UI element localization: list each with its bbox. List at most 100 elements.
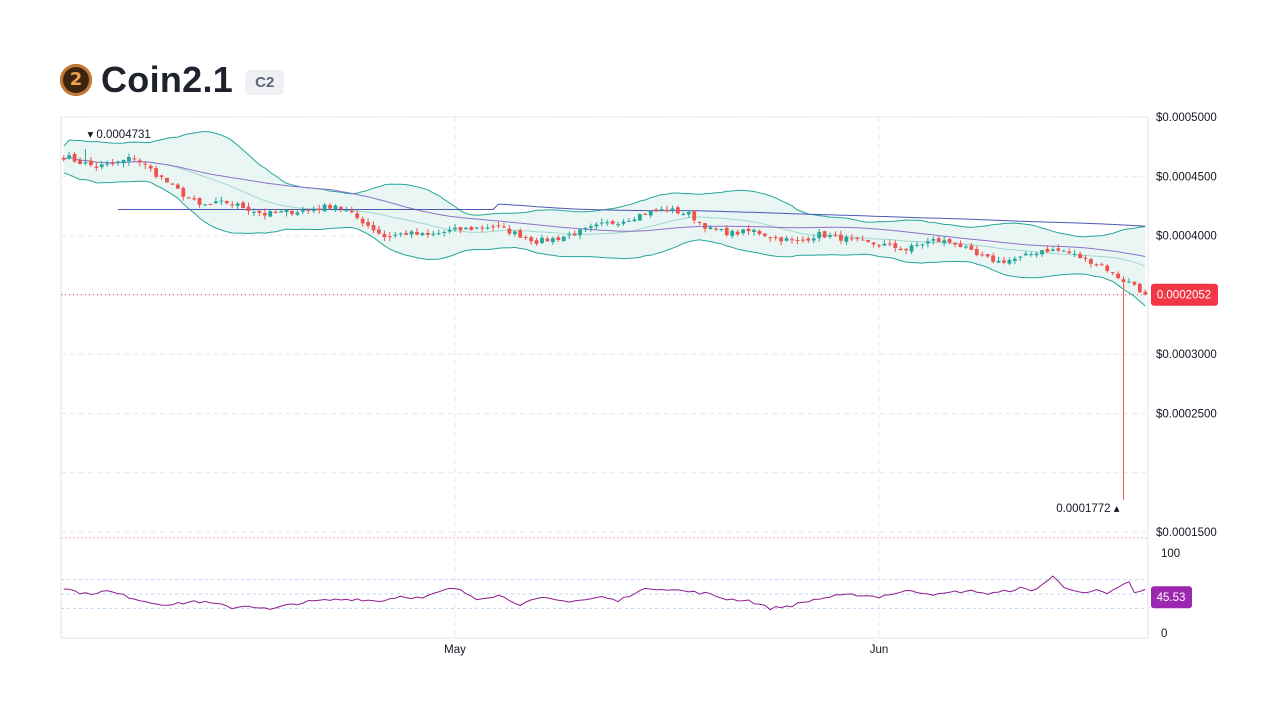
candle-body bbox=[1127, 281, 1131, 283]
candle-body bbox=[800, 239, 805, 241]
candle-body bbox=[192, 198, 197, 200]
candle-body bbox=[974, 248, 979, 256]
candle-body bbox=[349, 210, 354, 213]
candle-body bbox=[1018, 256, 1023, 258]
candle-body bbox=[871, 242, 876, 245]
price-axis-tick: $0.0003000 bbox=[1156, 349, 1217, 361]
candle-body bbox=[540, 237, 544, 244]
candle-body bbox=[773, 236, 778, 238]
candle-body bbox=[257, 210, 262, 213]
last-price-tag bbox=[1151, 283, 1218, 306]
candle-body bbox=[1034, 253, 1039, 256]
candle-body bbox=[127, 157, 131, 162]
candle-body bbox=[273, 211, 278, 213]
candle-body bbox=[915, 244, 919, 246]
moving-average-fast bbox=[63, 156, 1146, 257]
candle-body bbox=[464, 227, 468, 230]
candle-body bbox=[768, 237, 773, 239]
candle-body bbox=[697, 221, 702, 223]
candle-body bbox=[637, 214, 642, 221]
candle-body bbox=[605, 222, 610, 224]
price-axis-tick: $0.0002500 bbox=[1156, 408, 1217, 420]
candle-body bbox=[1056, 248, 1061, 251]
candle-body bbox=[203, 204, 207, 206]
candle-body bbox=[599, 222, 604, 224]
candle-body bbox=[235, 203, 240, 206]
candle-body bbox=[311, 209, 316, 211]
candle-body bbox=[964, 246, 968, 248]
candle-body bbox=[469, 226, 474, 230]
price-axis-tick: $0.0005000 bbox=[1156, 112, 1217, 124]
candle-body bbox=[659, 209, 664, 211]
candle-body bbox=[1132, 281, 1137, 285]
candle-body bbox=[752, 229, 756, 232]
candle-body bbox=[757, 230, 762, 234]
candle-body bbox=[371, 224, 376, 231]
candle-body bbox=[1061, 250, 1066, 252]
candle-body bbox=[621, 221, 626, 224]
candle-body bbox=[132, 158, 137, 160]
candle-body bbox=[556, 237, 561, 240]
candle-body bbox=[295, 212, 300, 215]
candle-body bbox=[219, 200, 224, 202]
candle-body bbox=[387, 236, 392, 238]
price-axis-tick: $0.0004500 bbox=[1156, 171, 1217, 183]
candle-body bbox=[828, 235, 832, 237]
candle-body bbox=[578, 229, 582, 236]
candle-body bbox=[154, 168, 159, 177]
candle-body bbox=[507, 228, 512, 234]
candle-body bbox=[78, 160, 82, 164]
candle-body bbox=[719, 229, 724, 231]
candle-body bbox=[969, 245, 974, 250]
candle-body bbox=[654, 209, 659, 212]
candle-body bbox=[1040, 250, 1044, 255]
candle-body bbox=[83, 162, 88, 164]
candle-body bbox=[502, 226, 506, 228]
time-axis-label: Jun bbox=[870, 644, 889, 656]
bollinger-fill bbox=[63, 131, 1146, 306]
candle-body bbox=[849, 238, 854, 240]
candle-body bbox=[67, 155, 72, 159]
candle-body bbox=[811, 238, 816, 241]
candle-body bbox=[817, 232, 822, 239]
candle-body bbox=[844, 236, 849, 242]
candle-body bbox=[306, 209, 311, 211]
candle-body bbox=[241, 202, 245, 209]
candle-body bbox=[1072, 253, 1077, 255]
candle-body bbox=[980, 254, 985, 256]
candle-body bbox=[170, 183, 175, 185]
rsi-value: 45.53 bbox=[1157, 592, 1186, 604]
candle-body bbox=[474, 227, 479, 229]
candle-body bbox=[877, 245, 881, 247]
candle-body bbox=[377, 229, 381, 234]
candle-body bbox=[632, 219, 637, 222]
candle-body bbox=[904, 248, 909, 251]
rsi-axis-tick-0: 0 bbox=[1161, 628, 1167, 640]
candle-body bbox=[143, 163, 148, 165]
candle-body bbox=[1012, 258, 1017, 261]
candle-body bbox=[181, 188, 186, 197]
candle-body bbox=[681, 213, 686, 215]
candle-body bbox=[116, 161, 120, 163]
candle-body bbox=[208, 203, 213, 205]
candle-body bbox=[670, 208, 675, 211]
candle-body bbox=[409, 231, 414, 235]
candle-body bbox=[485, 227, 490, 229]
candle-body bbox=[491, 226, 495, 228]
bollinger-lower-band bbox=[63, 172, 1146, 307]
candle-body bbox=[360, 218, 365, 224]
candle-body bbox=[186, 197, 191, 199]
candle-body bbox=[213, 201, 218, 204]
candle-body bbox=[246, 206, 251, 211]
candle-body bbox=[148, 165, 153, 169]
candle-body bbox=[1094, 264, 1099, 266]
candle-body bbox=[909, 245, 914, 252]
candle-body bbox=[1083, 257, 1088, 259]
last-price-value: 0.0002052 bbox=[1157, 290, 1211, 302]
candle-body bbox=[366, 222, 370, 226]
candle-body bbox=[931, 239, 936, 241]
candle-body bbox=[224, 200, 229, 204]
candle-body bbox=[393, 234, 398, 236]
rsi-line bbox=[63, 575, 1146, 611]
